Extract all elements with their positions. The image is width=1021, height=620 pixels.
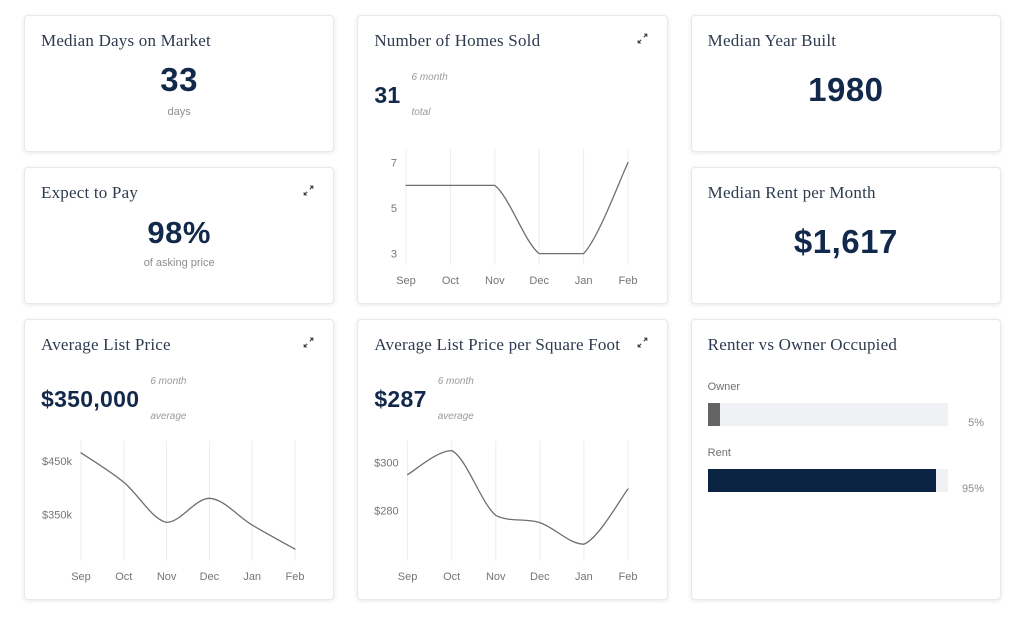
card-number-of-homes-sold: Number of Homes Sold 31 6 month total Se…: [357, 15, 668, 304]
avg-list-price-value: $350,000: [41, 385, 140, 412]
avg-price-sqft-sub-bottom: average: [437, 411, 474, 423]
expand-button[interactable]: [634, 30, 651, 47]
svg-text:Oct: Oct: [442, 275, 459, 287]
homes-sold-sub-top: 6 month: [411, 72, 448, 84]
svg-text:5: 5: [391, 203, 397, 215]
rent-bar-fill: [707, 469, 936, 493]
svg-text:Nov: Nov: [485, 275, 505, 287]
svg-text:Sep: Sep: [71, 571, 91, 583]
median-days-value: 33: [160, 61, 199, 99]
svg-text:Jan: Jan: [243, 571, 261, 583]
svg-text:Sep: Sep: [397, 275, 417, 287]
rent-bar-percent: 95%: [961, 483, 984, 496]
svg-text:Sep: Sep: [398, 571, 418, 583]
card-expect-to-pay: Expect to Pay 98% of asking price: [24, 167, 335, 304]
rent-bar-track: [707, 469, 948, 493]
svg-text:7: 7: [391, 158, 397, 170]
expect-to-pay-caption: of asking price: [143, 256, 215, 269]
svg-text:$300: $300: [374, 458, 398, 470]
owner-bar-track: [707, 403, 948, 427]
svg-text:Feb: Feb: [619, 275, 638, 287]
expand-button[interactable]: [634, 334, 651, 351]
svg-text:Dec: Dec: [530, 571, 550, 583]
homes-sold-total-value: 31: [374, 81, 401, 108]
card-title: Average List Price: [41, 335, 171, 354]
card-median-rent-per-month: Median Rent per Month $1,617: [690, 167, 1001, 304]
rent-bar-label: Rent: [707, 447, 731, 460]
avg-list-price-sub-top: 6 month: [150, 376, 187, 388]
svg-text:Jan: Jan: [575, 571, 593, 583]
owner-bar-label: Owner: [707, 381, 741, 394]
card-average-list-price: Average List Price $350,000 6 month aver…: [24, 319, 335, 600]
svg-text:Oct: Oct: [443, 571, 460, 583]
svg-text:Feb: Feb: [286, 571, 305, 583]
avg-price-sqft-value: $287: [374, 385, 427, 412]
svg-text:Nov: Nov: [157, 571, 177, 583]
expand-button[interactable]: [300, 334, 317, 351]
median-year-built-value: 1980: [808, 70, 884, 108]
card-title: Renter vs Owner Occupied: [707, 335, 898, 354]
avg-price-sqft-line-chart: Sep Oct Nov Dec Jan Feb $300 $280: [370, 433, 650, 585]
expand-icon: [302, 185, 315, 200]
expect-to-pay-value: 98%: [147, 214, 211, 250]
svg-text:$280: $280: [374, 506, 398, 518]
card-title: Expect to Pay: [41, 183, 139, 202]
card-median-year-built: Median Year Built 1980: [690, 15, 1001, 152]
svg-text:$350k: $350k: [42, 509, 72, 521]
homes-sold-sub-bottom: total: [411, 107, 431, 119]
svg-text:Dec: Dec: [200, 571, 220, 583]
avg-price-sqft-sub-top: 6 month: [437, 376, 474, 388]
card-average-list-price-per-sqft: Average List Price per Square Foot $287 …: [357, 319, 668, 600]
svg-text:Feb: Feb: [619, 571, 638, 583]
svg-text:Dec: Dec: [530, 275, 550, 287]
avg-list-price-sub-bottom: average: [150, 411, 187, 423]
svg-text:Oct: Oct: [115, 571, 132, 583]
svg-text:Jan: Jan: [575, 275, 593, 287]
svg-text:Nov: Nov: [486, 571, 506, 583]
avg-list-price-line-chart: Sep Oct Nov Dec Jan Feb $450k $350k: [37, 433, 317, 585]
median-days-caption: days: [167, 105, 191, 118]
card-title: Average List Price per Square Foot: [374, 335, 621, 354]
owner-bar-block: Owner 5%: [707, 381, 984, 430]
owner-bar-fill: [707, 403, 720, 427]
card-title: Number of Homes Sold: [374, 31, 541, 50]
homes-sold-line-chart: Sep Oct Nov Dec Jan Feb 7 5 3: [370, 141, 650, 289]
card-renter-vs-owner-occupied: Renter vs Owner Occupied Owner 5% Rent: [690, 319, 1001, 600]
rent-bar-block: Rent 95%: [707, 447, 984, 496]
expand-icon: [636, 337, 649, 352]
median-rent-value: $1,617: [793, 222, 898, 260]
svg-text:3: 3: [391, 249, 397, 261]
expand-button[interactable]: [300, 182, 317, 199]
stats-dashboard: Median Days on Market 33 days Number of …: [24, 15, 1001, 600]
card-title: Median Rent per Month: [707, 183, 876, 202]
expand-icon: [636, 33, 649, 48]
svg-text:$450k: $450k: [42, 456, 72, 468]
card-title: Median Days on Market: [41, 31, 211, 50]
card-median-days-on-market: Median Days on Market 33 days: [24, 15, 335, 152]
expand-icon: [302, 337, 315, 352]
card-title: Median Year Built: [707, 31, 837, 50]
occupancy-bars: Owner 5% Rent 95%: [707, 381, 984, 496]
owner-bar-percent: 5%: [968, 417, 984, 430]
